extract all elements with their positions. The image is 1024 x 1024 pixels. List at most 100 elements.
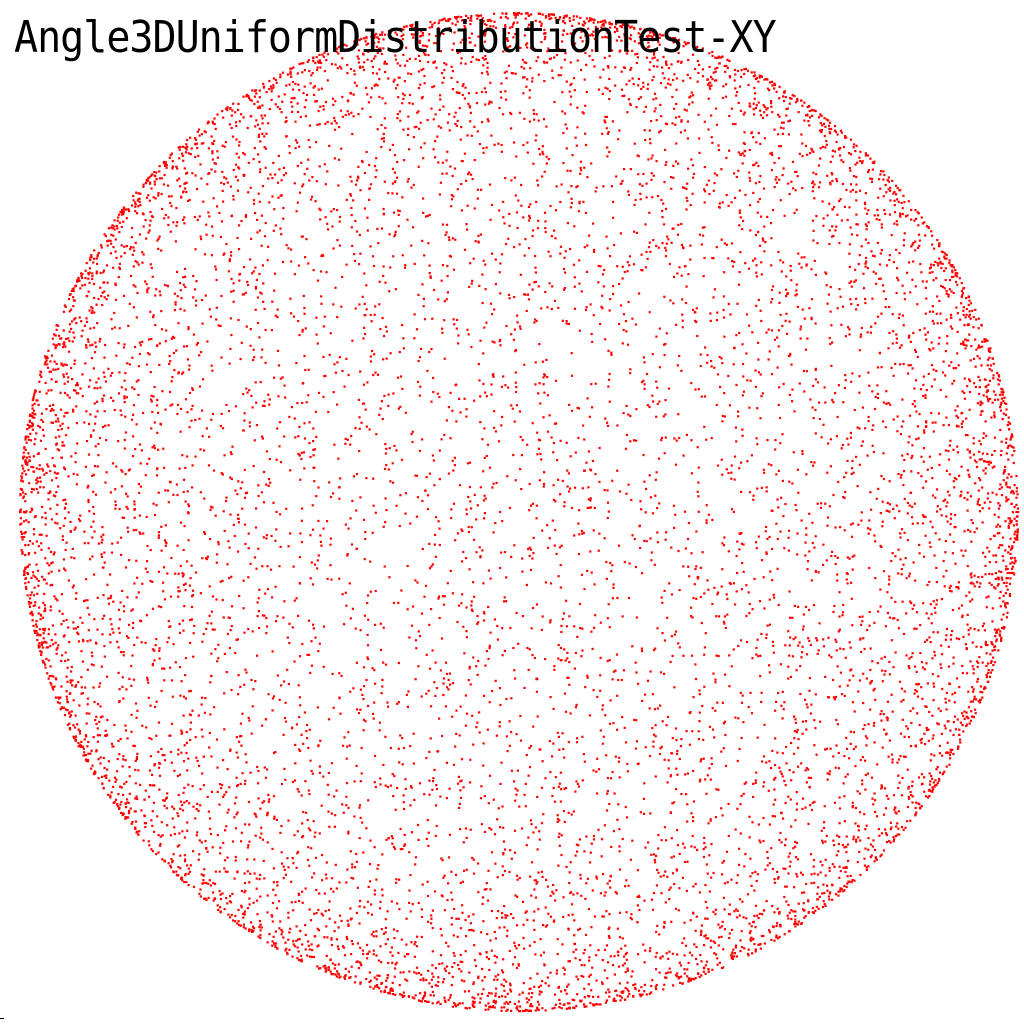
scatter-point (856, 485, 859, 488)
scatter-point (697, 71, 700, 75)
scatter-point (747, 948, 750, 951)
scatter-point (35, 623, 38, 626)
scatter-point (798, 262, 801, 265)
scatter-point (23, 470, 26, 473)
scatter-point (818, 895, 821, 898)
scatter-point (372, 930, 375, 934)
scatter-point (441, 264, 445, 267)
scatter-point (604, 714, 607, 717)
scatter-point (819, 147, 822, 150)
scatter-point (686, 975, 689, 978)
scatter-point (363, 558, 366, 561)
scatter-point (370, 87, 373, 90)
scatter-point (762, 187, 766, 190)
scatter-point (96, 400, 99, 403)
scatter-point (703, 944, 706, 947)
scatter-point (702, 275, 705, 278)
scatter-point (895, 291, 898, 295)
scatter-point (505, 735, 508, 738)
scatter-point (561, 319, 564, 322)
scatter-point (41, 646, 45, 649)
scatter-point (579, 627, 582, 630)
scatter-point (223, 728, 226, 731)
scatter-point (76, 631, 79, 634)
scatter-point (652, 174, 655, 177)
scatter-point (92, 282, 96, 286)
scatter-point (1010, 435, 1013, 438)
scatter-point (444, 1000, 447, 1003)
scatter-point (373, 313, 376, 316)
scatter-point (353, 259, 356, 262)
scatter-point (911, 505, 914, 508)
scatter-point (667, 78, 670, 81)
scatter-point (881, 680, 884, 683)
scatter-point (248, 881, 251, 884)
scatter-point (555, 889, 558, 892)
scatter-point (828, 773, 831, 776)
scatter-point (467, 525, 470, 529)
scatter-point (792, 910, 795, 913)
scatter-point (344, 442, 347, 445)
scatter-point (216, 904, 219, 907)
scatter-point (470, 526, 473, 529)
scatter-point (294, 139, 297, 142)
scatter-point (854, 806, 857, 810)
scatter-point (872, 424, 875, 427)
scatter-point (659, 671, 663, 674)
scatter-point (749, 204, 752, 207)
scatter-point (298, 425, 301, 428)
scatter-point (177, 866, 180, 869)
scatter-point (850, 597, 853, 600)
scatter-point (211, 234, 214, 237)
scatter-point (132, 195, 135, 198)
scatter-point (816, 873, 820, 876)
scatter-point (73, 336, 76, 339)
scatter-point (759, 654, 762, 657)
scatter-point (736, 302, 739, 305)
scatter-point (378, 95, 381, 98)
scatter-point (187, 757, 190, 760)
scatter-point (383, 117, 386, 120)
scatter-point (708, 854, 711, 857)
scatter-point (983, 338, 986, 341)
scatter-point (89, 258, 92, 262)
scatter-point (194, 736, 197, 739)
scatter-point (628, 255, 632, 258)
scatter-point (378, 729, 381, 732)
scatter-point (533, 656, 536, 660)
scatter-point (1002, 594, 1005, 597)
scatter-point (817, 186, 821, 189)
scatter-point (970, 519, 973, 522)
scatter-point (471, 55, 474, 59)
scatter-point (674, 37, 677, 40)
scatter-point (153, 174, 156, 177)
scatter-point (580, 529, 583, 533)
scatter-point (949, 584, 952, 587)
scatter-point (169, 404, 172, 407)
scatter-point (113, 219, 116, 222)
scatter-point (485, 321, 488, 324)
scatter-point (228, 577, 231, 580)
scatter-point (489, 81, 492, 84)
scatter-point (895, 220, 898, 223)
scatter-point (740, 542, 743, 545)
scatter-point (888, 213, 892, 216)
scatter-point (1013, 541, 1016, 544)
scatter-point (849, 298, 852, 301)
scatter-point (105, 264, 109, 267)
scatter-point (553, 544, 556, 547)
scatter-point (608, 150, 611, 154)
scatter-point (790, 279, 793, 282)
scatter-point (748, 102, 751, 105)
scatter-point (432, 118, 435, 121)
scatter-point (457, 15, 460, 18)
scatter-point (423, 793, 426, 796)
scatter-point (636, 762, 639, 766)
scatter-point (922, 383, 925, 386)
scatter-point (910, 793, 913, 797)
scatter-point (851, 806, 854, 809)
scatter-point (603, 56, 606, 59)
scatter-point (984, 573, 987, 576)
scatter-point (386, 977, 389, 980)
scatter-point (491, 1005, 494, 1009)
